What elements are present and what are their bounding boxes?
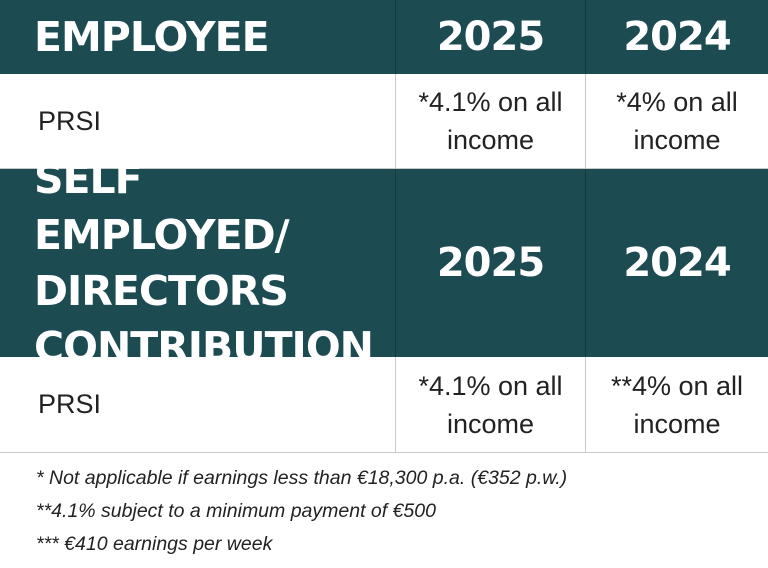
self-employed-prsi-2025-value: *4.1% on all income xyxy=(395,357,585,453)
employee-section-header: EMPLOYEE xyxy=(0,0,395,74)
self-employed-prsi-2024-value: **4% on all income xyxy=(585,357,768,453)
employee-prsi-2024-value: *4% on all income xyxy=(585,74,768,169)
self-employed-prsi-2025-text: *4.1% on all income xyxy=(418,370,563,439)
self-employed-year-2025-header: 2025 xyxy=(395,169,585,357)
employee-year-2024-header: 2024 xyxy=(585,0,768,74)
self-employed-prsi-2024-text: **4% on all income xyxy=(610,370,744,439)
employee-prsi-2024-text: *4% on all income xyxy=(616,87,738,155)
self-employed-year-2024-header: 2024 xyxy=(585,169,768,357)
self-employed-prsi-label: PRSI xyxy=(0,357,395,453)
footnote-2: **4.1% subject to a minimum payment of €… xyxy=(36,500,436,522)
prsi-table: EMPLOYEE 2025 2024 PRSI *4.1% on all inc… xyxy=(0,0,768,453)
footnotes: * Not applicable if earnings less than €… xyxy=(36,462,758,561)
self-employed-section-header: SELF EMPLOYED/ DIRECTORS CONTRIBUTION xyxy=(0,155,395,371)
employee-year-2025-header: 2025 xyxy=(395,0,585,74)
employee-prsi-2025-text: *4.1% on all income xyxy=(418,87,563,155)
employee-prsi-2025-value: *4.1% on all income xyxy=(395,74,585,169)
employee-prsi-label: PRSI xyxy=(0,74,395,169)
footnote-1: * Not applicable if earnings less than €… xyxy=(36,467,568,489)
footnote-3: *** €410 earnings per week xyxy=(36,533,273,555)
